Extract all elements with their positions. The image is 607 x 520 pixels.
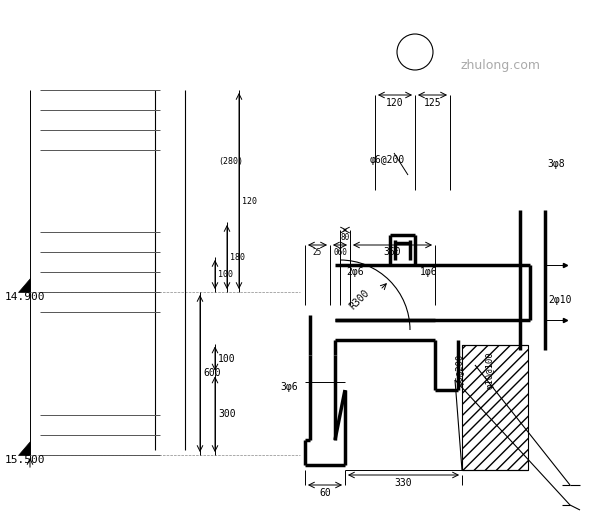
Text: 330: 330 [395, 478, 412, 488]
Text: 80: 80 [341, 232, 350, 241]
Text: φ6@200: φ6@200 [455, 354, 464, 386]
Text: 180: 180 [230, 253, 245, 262]
Text: 125: 125 [424, 98, 441, 108]
Text: 25: 25 [313, 248, 322, 256]
Text: 2φ10: 2φ10 [548, 295, 572, 305]
Text: 3φ6: 3φ6 [280, 382, 297, 392]
Text: φ6@200: φ6@200 [370, 155, 405, 165]
Text: 100: 100 [218, 354, 236, 363]
Text: 14.900: 14.900 [5, 292, 46, 302]
Text: φ10@100: φ10@100 [486, 351, 495, 389]
Text: zhulong.com: zhulong.com [460, 59, 540, 72]
Text: (280): (280) [218, 157, 243, 165]
Text: 120: 120 [242, 197, 257, 205]
Text: 100: 100 [218, 270, 233, 279]
Text: R300: R300 [348, 288, 371, 312]
Polygon shape [18, 278, 30, 292]
Text: 600: 600 [203, 369, 220, 379]
Polygon shape [18, 441, 30, 455]
Text: 060: 060 [333, 248, 347, 256]
Text: 120: 120 [386, 98, 404, 108]
Bar [462, 345, 528, 470]
Text: 2φ6: 2φ6 [346, 267, 364, 277]
Text: 15.500: 15.500 [5, 455, 46, 465]
Text: 1φ6: 1φ6 [420, 267, 438, 277]
Text: 300: 300 [218, 409, 236, 419]
Text: 3φ8: 3φ8 [547, 159, 565, 169]
Text: 60: 60 [319, 488, 331, 498]
Text: 360: 360 [384, 247, 401, 257]
